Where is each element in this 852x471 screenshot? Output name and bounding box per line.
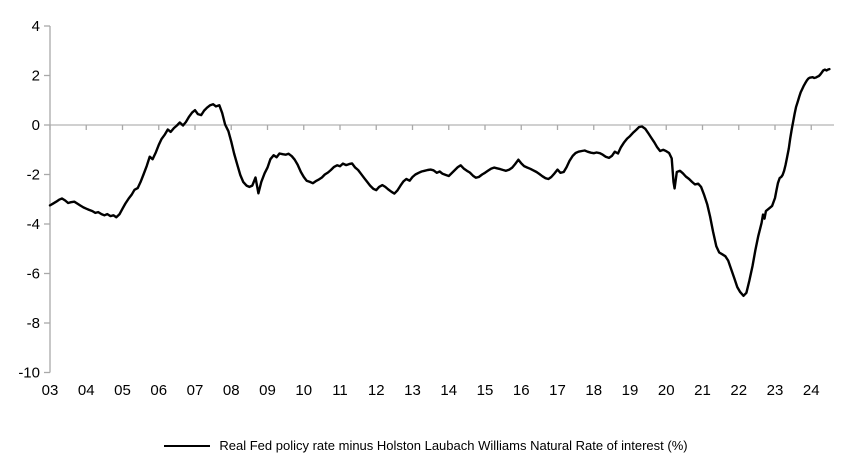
x-tick-label: 17 <box>549 382 566 399</box>
data-series-line <box>48 67 831 297</box>
x-tick-label: 09 <box>259 382 276 399</box>
x-tick-label: 10 <box>295 382 312 399</box>
x-tick-label: 08 <box>223 382 240 399</box>
x-tick-label: 16 <box>513 382 530 399</box>
x-tick-label: 18 <box>585 382 602 399</box>
x-tick-label: 04 <box>78 382 95 399</box>
x-tick-label: 15 <box>477 382 494 399</box>
x-tick-label: 23 <box>767 382 784 399</box>
x-tick-label: 22 <box>730 382 747 399</box>
y-tick-label: 0 <box>32 117 40 134</box>
legend: Real Fed policy rate minus Holston Lauba… <box>0 438 852 453</box>
y-tick-label: -2 <box>27 167 40 184</box>
legend-line-swatch <box>164 444 211 447</box>
x-tick-label: 19 <box>622 382 639 399</box>
x-tick-label: 14 <box>440 382 457 399</box>
x-tick-label: 07 <box>187 382 204 399</box>
x-tick-label: 03 <box>42 382 59 399</box>
x-tick-label: 20 <box>658 382 675 399</box>
x-tick-label: 05 <box>114 382 131 399</box>
y-tick-label: 4 <box>32 18 40 35</box>
x-tick-label: 13 <box>404 382 421 399</box>
y-tick-label: -4 <box>27 216 40 233</box>
y-tick-label: -6 <box>27 266 40 283</box>
x-tick-label: 24 <box>803 382 820 399</box>
x-tick-label: 11 <box>332 382 348 399</box>
x-tick-label: 21 <box>694 382 711 399</box>
y-tick-label: 2 <box>32 68 40 85</box>
y-tick-label: -10 <box>18 365 40 382</box>
y-tick-label: -8 <box>27 315 40 332</box>
legend-label: Real Fed policy rate minus Holston Lauba… <box>219 438 688 453</box>
x-tick-label: 06 <box>150 382 167 399</box>
x-tick-label: 12 <box>368 382 385 399</box>
